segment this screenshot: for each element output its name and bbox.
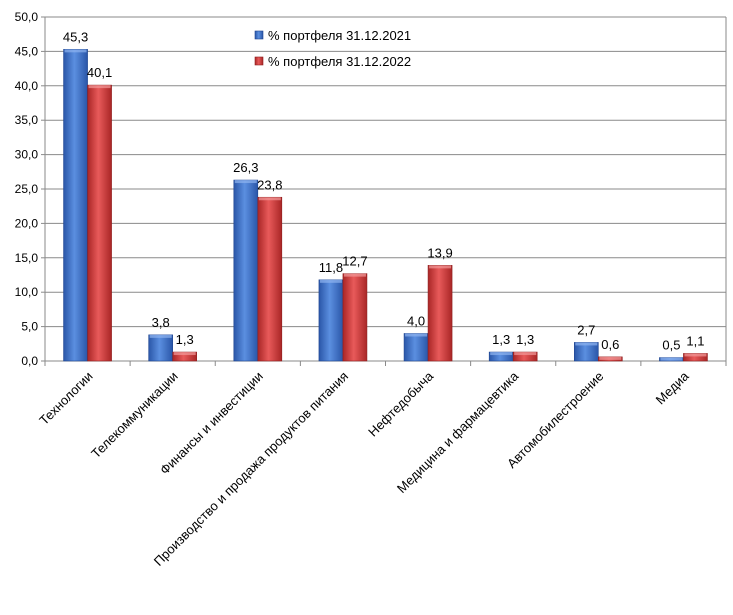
bar-highlight	[234, 180, 257, 184]
legend: % портфеля 31.12.2021 % портфеля 31.12.20…	[254, 28, 411, 69]
y-tick-label: 5,0	[21, 320, 38, 334]
y-tick-label: 30,0	[15, 148, 39, 162]
bar-group	[172, 351, 197, 362]
data-label: 23,8	[257, 177, 282, 192]
legend-swatch	[254, 30, 264, 40]
y-tick-label: 35,0	[15, 113, 39, 127]
data-labels: 45,3 40,1 3,8 1,3 26,3 23,8 11,8 12,7 4,0 13,9 1,3…	[63, 29, 705, 352]
bars	[63, 49, 708, 362]
data-label: 4,0	[407, 313, 425, 328]
data-label: 1,3	[176, 332, 194, 347]
bar	[233, 179, 259, 362]
bar-highlight	[429, 265, 452, 269]
bar-group	[63, 49, 88, 362]
data-label: 26,3	[233, 160, 258, 175]
bar-group	[87, 84, 112, 362]
y-tick-label: 10,0	[15, 285, 39, 299]
bar	[87, 84, 112, 362]
data-label: 3,8	[152, 315, 170, 330]
axes: 0,0 5,0 10,0 15,0 20,0 25,0 30,0 35,0 40,0 45,0 50…	[15, 10, 727, 368]
y-tick-label: 0,0	[21, 354, 38, 368]
bar-group	[318, 279, 344, 362]
y-tick-label: 15,0	[15, 251, 39, 265]
bar-highlight	[88, 85, 111, 89]
bar	[257, 196, 283, 362]
bar-highlight	[599, 356, 622, 360]
data-label: 1,3	[516, 332, 534, 347]
data-label: 40,1	[87, 65, 112, 80]
y-tick-label: 40,0	[15, 79, 39, 93]
data-label: 1,1	[686, 333, 704, 348]
data-label: 45,3	[63, 29, 88, 44]
category-label: Телекоммуникации	[88, 369, 181, 462]
gridlines	[45, 16, 726, 362]
y-tick-label: 20,0	[15, 216, 39, 230]
bar-highlight	[514, 352, 537, 356]
data-label: 0,6	[601, 337, 619, 352]
bar-highlight	[319, 279, 342, 283]
category-label: Медиа	[653, 368, 692, 407]
bar-group	[683, 353, 708, 362]
bar-group	[427, 265, 453, 362]
data-label: 12,7	[342, 254, 367, 269]
legend-swatch	[254, 56, 264, 66]
bar-highlight	[660, 357, 683, 361]
category-label: Производство и продажа продуктов питания	[151, 369, 351, 569]
bar	[403, 333, 429, 362]
bar-group	[257, 196, 283, 362]
bar-group	[512, 351, 538, 362]
bar-highlight	[149, 334, 172, 338]
bar	[148, 334, 173, 362]
bar-highlight	[490, 352, 513, 356]
data-label: 13,9	[427, 245, 452, 260]
y-tick-label: 50,0	[15, 10, 39, 24]
category-label: Технологии	[36, 369, 95, 428]
data-label: 0,5	[662, 338, 680, 353]
category-label: Нефтедобыча	[365, 368, 437, 440]
bar-group	[659, 357, 684, 362]
bar-highlight	[258, 197, 281, 201]
data-label: 1,3	[492, 332, 510, 347]
data-label: 2,7	[577, 322, 595, 337]
y-tick-label: 25,0	[15, 182, 39, 196]
legend-item: % портфеля 31.12.2022	[254, 54, 411, 69]
legend-item: % портфеля 31.12.2021	[254, 28, 411, 43]
y-tick-label: 45,0	[15, 44, 39, 58]
bar-group	[598, 356, 623, 362]
data-label: 11,8	[319, 260, 343, 275]
legend-label: % портфеля 31.12.2022	[268, 54, 411, 69]
bar-highlight	[173, 352, 196, 356]
bar	[342, 273, 368, 362]
bar-group	[148, 334, 173, 362]
bar-highlight	[405, 333, 428, 337]
bar-highlight	[64, 49, 87, 53]
category-label: Автомобилестроение	[504, 369, 606, 471]
bar-highlight	[343, 273, 366, 277]
bar-group	[488, 351, 514, 362]
bar	[63, 49, 88, 362]
bar-group	[342, 273, 368, 362]
bar	[427, 265, 453, 362]
bar-group	[233, 179, 259, 362]
bar-group	[574, 342, 599, 362]
bar-group	[403, 333, 429, 362]
bar-highlight	[575, 342, 598, 346]
legend-label: % портфеля 31.12.2021	[268, 28, 411, 43]
bar	[318, 279, 344, 362]
bar-highlight	[684, 353, 707, 357]
